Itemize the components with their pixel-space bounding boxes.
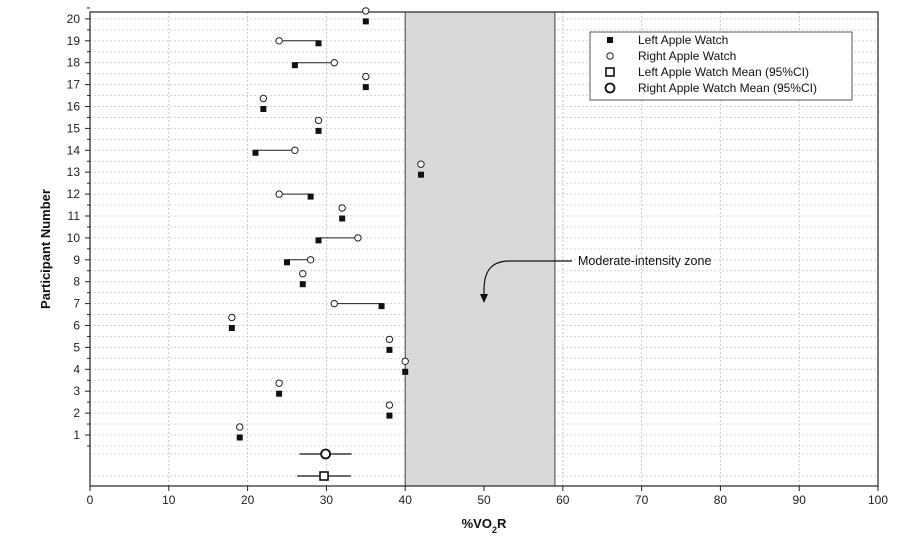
right-watch-point	[299, 270, 307, 278]
x-axis-title: %VO2R	[462, 516, 507, 535]
right-watch-point	[228, 313, 236, 322]
left-watch-point	[315, 127, 322, 134]
right-watch-point	[314, 116, 323, 125]
left-watch-point	[315, 237, 322, 244]
legend-marker-right-mean	[604, 82, 616, 94]
right-watch-point	[385, 335, 394, 344]
x-tick-label: 40	[399, 493, 413, 507]
left-watch-point	[260, 106, 267, 112]
left-watch-point	[362, 84, 369, 91]
legend-label: Left Apple Watch Mean (95%CI)	[638, 65, 809, 79]
y-tick-label: 2	[73, 406, 80, 420]
y-tick-label: 18	[67, 56, 81, 70]
left-watch-point	[252, 149, 259, 156]
right-watch-point	[354, 234, 362, 242]
y-tick-label: 13	[67, 165, 81, 179]
y-tick-label: 9	[73, 253, 80, 267]
left-watch-point	[284, 259, 290, 266]
x-tick-label: 70	[635, 493, 649, 507]
annotation-arrowhead	[480, 294, 488, 303]
x-tick-label: 90	[793, 493, 807, 507]
x-tick-label: 60	[556, 493, 570, 507]
right-watch-point	[330, 299, 338, 308]
x-axis-title-suffix: R	[497, 516, 507, 531]
x-tick-label: 0	[87, 493, 94, 507]
y-tick-label: 16	[67, 100, 81, 114]
y-tick-label: 7	[73, 297, 80, 311]
y-tick-label: 10	[67, 231, 81, 245]
right-watch-point	[417, 160, 425, 168]
left-watch-point	[362, 18, 369, 25]
annotation-arrow	[483, 260, 572, 294]
left-mean-point	[319, 471, 329, 481]
right-watch-point	[362, 72, 370, 81]
right-watch-point	[275, 190, 283, 198]
right-watch-point	[330, 59, 338, 67]
left-watch-point	[236, 434, 243, 441]
y-axis-title: Participant Number	[38, 189, 53, 309]
left-watch-point	[299, 281, 306, 288]
left-watch-point	[378, 303, 385, 310]
right-watch-point	[275, 379, 283, 387]
x-tick-label: 50	[477, 493, 491, 507]
left-watch-point	[417, 171, 424, 178]
y-tick-label: 5	[73, 340, 80, 354]
right-mean-point	[320, 448, 332, 460]
right-watch-point	[401, 357, 409, 365]
moderate-intensity-zone	[404, 11, 556, 487]
legend-marker-left-watch	[607, 37, 613, 43]
y-tick-label: 17	[67, 78, 81, 92]
left-watch-point	[339, 215, 346, 222]
y-tick-label: 3	[73, 384, 80, 398]
y-tick-label: 20	[67, 12, 81, 26]
left-watch-point	[386, 346, 393, 353]
right-watch-point	[385, 401, 394, 409]
x-tick-label: 20	[241, 493, 255, 507]
zone-annotation: Moderate-intensity zone	[480, 254, 711, 303]
right-watch-point	[338, 204, 346, 212]
left-watch-point	[402, 368, 409, 375]
right-watch-point	[259, 94, 268, 103]
left-watch-point	[307, 193, 314, 200]
left-watch-point	[291, 62, 298, 69]
left-watch-point	[228, 325, 235, 331]
y-tick-label: 12	[67, 187, 81, 201]
legend-marker-right-watch	[606, 52, 614, 60]
left-watch-point	[276, 390, 283, 397]
x-tick-label: 10	[162, 493, 176, 507]
y-tick-label: 19	[67, 34, 81, 48]
legend-label: Right Apple Watch	[638, 49, 736, 63]
y-tick-label: 15	[67, 121, 81, 135]
x-tick-label: 80	[714, 493, 728, 507]
right-watch-point	[275, 37, 283, 45]
y-tick-label: 4	[73, 362, 80, 376]
right-watch-point	[236, 423, 244, 431]
x-axis-title-sub: 2	[492, 525, 497, 535]
axes: 0 10 20 30 40 50 60 70 80 90 100123456789101112131…	[67, 7, 888, 507]
data-marks	[228, 7, 425, 481]
y-tick-label: 14	[67, 143, 81, 157]
right-watch-point	[362, 7, 370, 15]
y-tick-label: 6	[73, 319, 80, 333]
legend-label: Left Apple Watch	[638, 33, 728, 47]
x-axis-title-prefix: %VO	[462, 516, 492, 531]
right-watch-point	[306, 256, 315, 264]
x-tick-label: 30	[320, 493, 334, 507]
right-watch-point	[291, 146, 299, 155]
x-tick-label: 100	[868, 493, 888, 507]
left-watch-point	[315, 40, 322, 47]
y-tick-label: 11	[68, 209, 81, 223]
zone-label: Moderate-intensity zone	[578, 254, 711, 268]
y-tick-label: 8	[73, 275, 80, 289]
left-watch-point	[386, 412, 393, 419]
legend-box	[589, 31, 853, 101]
legend-marker-left-mean	[605, 67, 615, 77]
y-tick-label: 1	[73, 428, 80, 442]
legend: Left Apple Watch Right Apple Watch Left Ap…	[589, 31, 853, 101]
legend-label: Right Apple Watch Mean (95%CI)	[638, 81, 817, 95]
